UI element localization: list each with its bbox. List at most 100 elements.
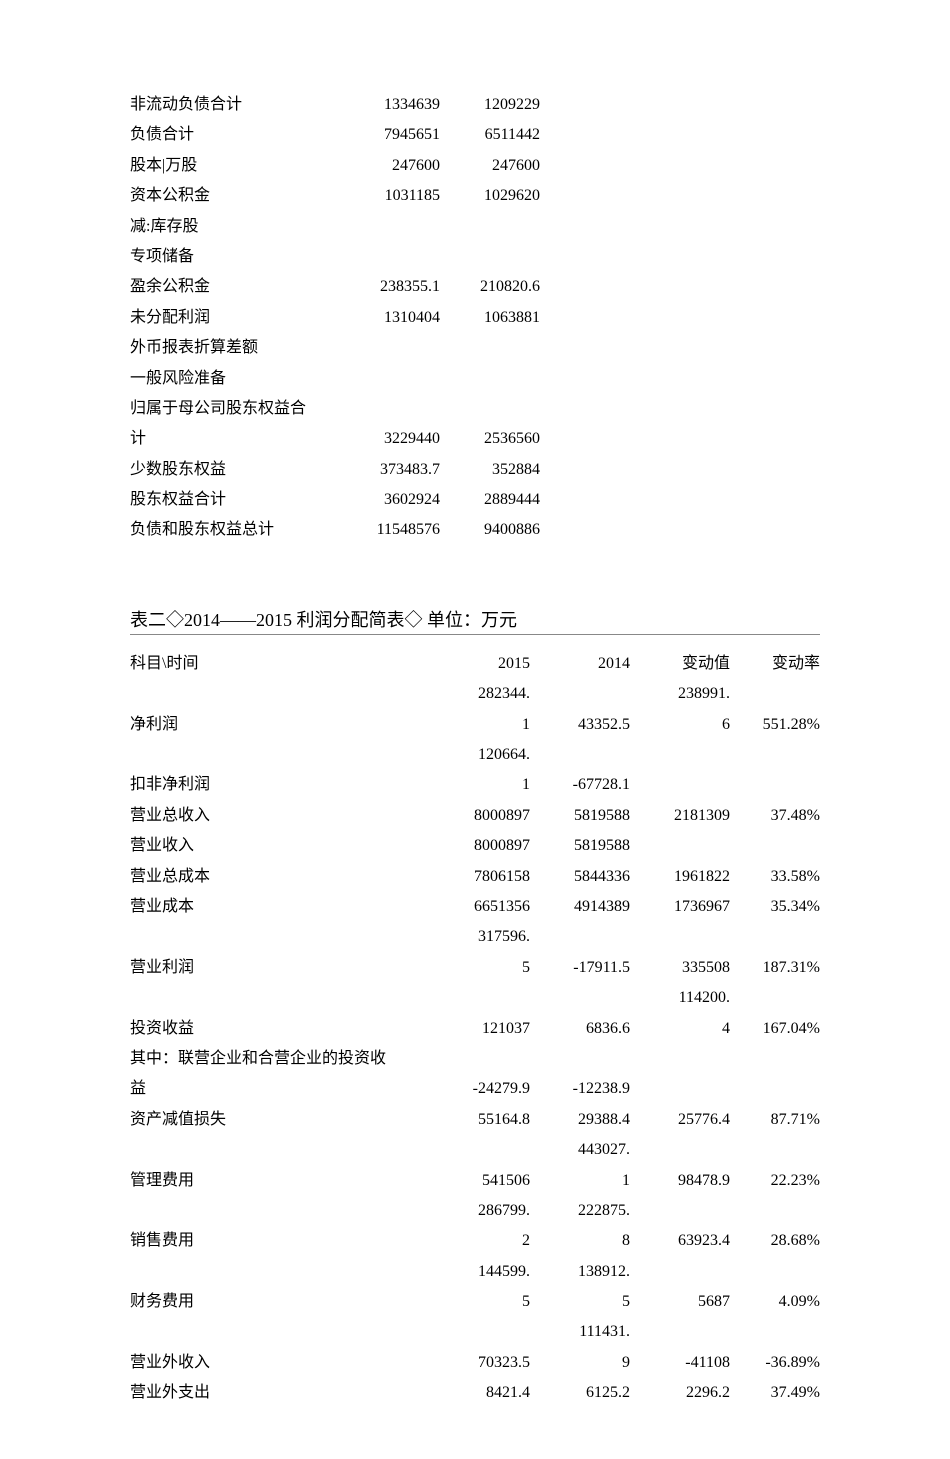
row-value: [530, 679, 630, 709]
row-label: 外币报表折算差额: [130, 333, 340, 363]
row-value: 247600: [440, 151, 540, 181]
row-value: 6511442: [440, 120, 540, 150]
row-value: 7945651: [340, 120, 440, 150]
table-row: 营业外收入70323.59-41108-36.89%: [130, 1348, 820, 1378]
row-value: [730, 1044, 820, 1074]
row-value: [340, 394, 440, 424]
row-value: [630, 1135, 730, 1165]
table-row: 114200.: [130, 983, 820, 1013]
row-value: [430, 1317, 530, 1347]
row-value: 22.23%: [730, 1166, 820, 1196]
row-value: 1736967: [630, 892, 730, 922]
table-row: 120664.: [130, 740, 820, 770]
row-value: [530, 1044, 630, 1074]
row-value: 111431.: [530, 1317, 630, 1347]
row-value: [730, 922, 820, 952]
table-row: 净利润143352.56551.28%: [130, 710, 820, 740]
row-value: 8000897: [430, 801, 530, 831]
row-value: 2: [430, 1226, 530, 1256]
row-value: [440, 394, 540, 424]
table-row: 资本公积金10311851029620: [130, 181, 820, 211]
row-value: [630, 1257, 730, 1287]
row-value: 55164.8: [430, 1105, 530, 1135]
row-value: 43352.5: [530, 710, 630, 740]
row-value: 9: [530, 1348, 630, 1378]
row-value: -17911.5: [530, 953, 630, 983]
row-value: 1310404: [340, 303, 440, 333]
row-value: 138912.: [530, 1257, 630, 1287]
row-label: 资产减值损失: [130, 1105, 430, 1135]
row-value: 3602924: [340, 485, 440, 515]
table-row: 未分配利润13104041063881: [130, 303, 820, 333]
row-label: 营业收入: [130, 831, 430, 861]
row-value: 1: [430, 710, 530, 740]
row-value: 11548576: [340, 515, 440, 545]
row-label: 一般风险准备: [130, 364, 340, 394]
row-value: [730, 1074, 820, 1104]
row-value: 187.31%: [730, 953, 820, 983]
row-label: 其中：联营企业和合营企业的投资收: [130, 1044, 430, 1074]
table-row: 财务费用5556874.09%: [130, 1287, 820, 1317]
row-value: [630, 922, 730, 952]
row-value: 7806158: [430, 862, 530, 892]
row-value: 1209229: [440, 90, 540, 120]
row-value: 28.68%: [730, 1226, 820, 1256]
row-value: [730, 770, 820, 800]
row-value: [530, 740, 630, 770]
row-value: 33.58%: [730, 862, 820, 892]
row-label: 营业总成本: [130, 862, 430, 892]
row-label: 少数股东权益: [130, 455, 340, 485]
table-row: 销售费用2863923.428.68%: [130, 1226, 820, 1256]
row-value: 121037: [430, 1014, 530, 1044]
table-row: 111431.: [130, 1317, 820, 1347]
row-label: 非流动负债合计: [130, 90, 340, 120]
table-row: 益-24279.9-12238.9: [130, 1074, 820, 1104]
row-value: -36.89%: [730, 1348, 820, 1378]
table-row: 144599.138912.: [130, 1257, 820, 1287]
table-row: 管理费用541506198478.922.23%: [130, 1166, 820, 1196]
row-value: 2014: [530, 649, 630, 679]
row-value: [340, 333, 440, 363]
row-value: 1031185: [340, 181, 440, 211]
row-label: [130, 922, 430, 952]
table-row: 营业收入80008975819588: [130, 831, 820, 861]
row-value: 5819588: [530, 831, 630, 861]
table-row: 归属于母公司股东权益合: [130, 394, 820, 424]
row-value: 373483.7: [340, 455, 440, 485]
table-row: 负债和股东权益总计115485769400886: [130, 515, 820, 545]
row-value: [430, 1044, 530, 1074]
row-value: [730, 1196, 820, 1226]
row-label: 财务费用: [130, 1287, 430, 1317]
row-label: [130, 1196, 430, 1226]
balance-sheet-table: 非流动负债合计13346391209229 负债合计79456516511442 股…: [130, 90, 820, 546]
table-row: 443027.: [130, 1135, 820, 1165]
row-value: 变动值: [630, 649, 730, 679]
row-value: 4914389: [530, 892, 630, 922]
row-label: 营业利润: [130, 953, 430, 983]
row-value: 167.04%: [730, 1014, 820, 1044]
table-row: 营业外支出8421.46125.22296.237.49%: [130, 1378, 820, 1408]
row-label: 股东权益合计: [130, 485, 340, 515]
row-value: 3229440: [340, 424, 440, 454]
row-label: 专项储备: [130, 242, 340, 272]
row-label: 负债合计: [130, 120, 340, 150]
table-row: 营业成本66513564914389173696735.34%: [130, 892, 820, 922]
table-row: 营业利润5-17911.5335508187.31%: [130, 953, 820, 983]
row-value: 6125.2: [530, 1378, 630, 1408]
row-value: 2889444: [440, 485, 540, 515]
row-label: 归属于母公司股东权益合: [130, 394, 340, 424]
table-row: 外币报表折算差额: [130, 333, 820, 363]
table-row: 盈余公积金238355.1210820.6: [130, 272, 820, 302]
row-value: [630, 1074, 730, 1104]
row-label: [130, 1135, 430, 1165]
row-value: [730, 983, 820, 1013]
row-value: [730, 1317, 820, 1347]
row-value: [730, 1257, 820, 1287]
table-row: 一般风险准备: [130, 364, 820, 394]
row-value: [340, 364, 440, 394]
row-value: [440, 242, 540, 272]
row-value: 1334639: [340, 90, 440, 120]
row-value: 1: [430, 770, 530, 800]
row-value: 120664.: [430, 740, 530, 770]
row-value: 5: [530, 1287, 630, 1317]
